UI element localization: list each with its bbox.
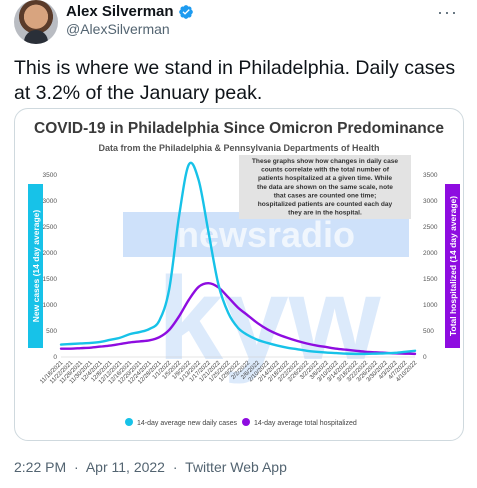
- legend-swatch-cases: [125, 418, 133, 426]
- tweet-meta: 2:22 PM · Apr 11, 2022 · Twitter Web App: [14, 459, 291, 475]
- tweet-source[interactable]: Twitter Web App: [185, 459, 287, 475]
- y-tick-right-500: 500: [423, 328, 434, 335]
- y-tick-left-3500: 3500: [43, 172, 58, 179]
- y-tick-left-2000: 2000: [43, 250, 58, 257]
- annotation-line: counts correlate with the total number o…: [261, 167, 390, 174]
- covid-chart: COVID-19 in Philadelphia Since Omicron P…: [28, 120, 460, 427]
- chart-image[interactable]: COVID-19 in Philadelphia Since Omicron P…: [14, 108, 464, 441]
- y-axis-label-left-group: New cases (14 day average): [28, 184, 43, 348]
- annotation-text: These graphs show how changes in daily c…: [252, 158, 399, 217]
- y-axis-label-left-bg: [28, 184, 43, 348]
- legend-swatch-hospitalized: [242, 418, 250, 426]
- y-axis-label-right-group: Total hospitalized (14 day average): [445, 184, 460, 348]
- tweet-text: This is where we stand in Philadelphia. …: [14, 57, 456, 104]
- y-tick-left-500: 500: [46, 328, 57, 335]
- y-tick-right-0: 0: [423, 354, 427, 361]
- legend-label-cases: 14-day average new daily cases: [137, 420, 238, 427]
- more-options-icon[interactable]: ···: [437, 2, 458, 22]
- meta-separator-1: ·: [74, 459, 79, 475]
- chart-title: COVID-19 in Philadelphia Since Omicron P…: [34, 120, 444, 137]
- y-tick-left-1000: 1000: [43, 302, 58, 309]
- y-tick-right-3500: 3500: [423, 172, 438, 179]
- y-axis-label-right-bg: [445, 184, 460, 348]
- author-name[interactable]: Alex Silverman: [66, 3, 174, 20]
- y-tick-left-0: 0: [53, 354, 57, 361]
- legend-label-hospitalized: 14-day average total hospitalized: [254, 420, 357, 427]
- y-tick-left-2500: 2500: [43, 224, 58, 231]
- author-name-row: Alex Silverman: [66, 3, 194, 20]
- y-tick-left-1500: 1500: [43, 276, 58, 283]
- y-tick-left-3000: 3000: [43, 198, 58, 205]
- annotation-line: that cases are counted one time;: [274, 192, 377, 199]
- watermark-text-top: newsradio: [177, 214, 355, 255]
- annotation-line: hospitalized patients are counted each d…: [258, 201, 393, 208]
- tweet-time[interactable]: 2:22 PM: [14, 459, 67, 475]
- tweet-date[interactable]: Apr 11, 2022: [85, 459, 165, 475]
- verified-badge-icon: [178, 4, 193, 19]
- chart-subtitle: Data from the Philadelphia & Pennsylvani…: [98, 143, 379, 153]
- author-handle[interactable]: @AlexSilverman: [66, 21, 170, 37]
- y-tick-right-1500: 1500: [423, 276, 438, 283]
- series-line-cases: [59, 161, 417, 356]
- y-tick-right-3000: 3000: [423, 198, 438, 205]
- watermark-text-bottom: kyw: [157, 253, 381, 385]
- y-axis-label-left: New cases (14 day average): [31, 210, 41, 323]
- y-axis-label-right: Total hospitalized (14 day average): [448, 196, 458, 336]
- y-tick-right-2500: 2500: [423, 224, 438, 231]
- annotation-line: These graphs show how changes in daily c…: [252, 158, 399, 165]
- annotation-line: they are in the hospital.: [288, 210, 362, 217]
- annotation-box: [239, 155, 411, 219]
- annotation-line: the data are shown on the same scale, no…: [257, 184, 393, 191]
- annotation-line: patients hospitalized at a given time. W…: [258, 175, 392, 182]
- author-avatar[interactable]: [14, 0, 58, 44]
- watermark-box: [123, 212, 409, 257]
- y-tick-right-1000: 1000: [423, 302, 438, 309]
- series-line-hospitalized: [59, 281, 417, 356]
- meta-separator-2: ·: [172, 459, 178, 475]
- y-tick-right-2000: 2000: [423, 250, 438, 257]
